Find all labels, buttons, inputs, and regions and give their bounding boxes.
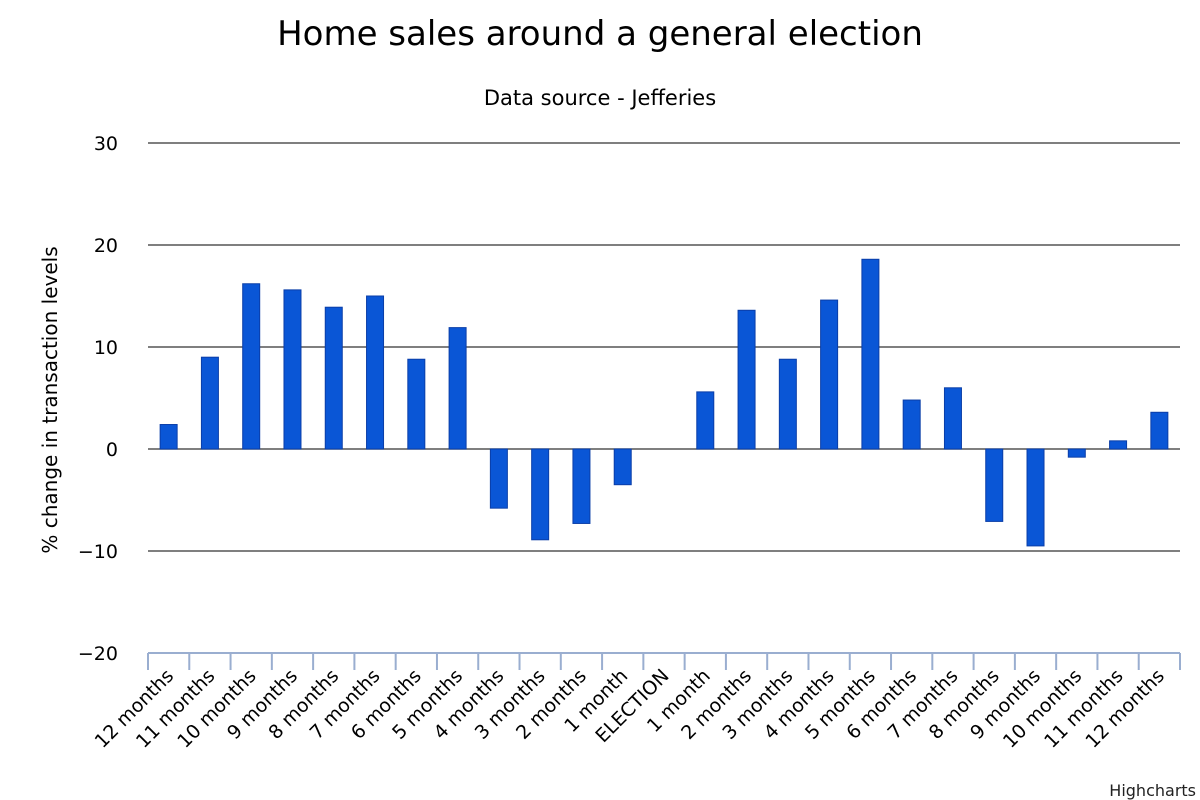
bar bbox=[820, 299, 839, 450]
bar bbox=[902, 399, 921, 450]
bar bbox=[737, 309, 756, 450]
bar bbox=[1026, 448, 1045, 547]
y-tick-label: 30 bbox=[94, 133, 118, 155]
bar bbox=[1109, 440, 1128, 450]
y-tick-label: −20 bbox=[78, 643, 118, 665]
y-tick-label: −10 bbox=[78, 541, 118, 563]
bar bbox=[943, 387, 962, 450]
bar bbox=[1067, 448, 1086, 458]
bar bbox=[861, 258, 880, 450]
bar bbox=[242, 283, 261, 450]
bar bbox=[778, 358, 797, 450]
y-axis-title: % change in transaction levels bbox=[38, 246, 62, 553]
y-tick-label: 0 bbox=[106, 439, 118, 461]
bar bbox=[366, 295, 385, 450]
bar bbox=[696, 391, 715, 450]
bar bbox=[200, 356, 219, 450]
chart-title: Home sales around a general election bbox=[277, 14, 923, 54]
highcharts-credit-link[interactable]: Highcharts bbox=[1109, 781, 1196, 800]
bar bbox=[531, 448, 550, 541]
bar bbox=[159, 424, 178, 450]
y-tick-label: 10 bbox=[94, 337, 118, 359]
y-tick-label: 20 bbox=[94, 235, 118, 257]
bar bbox=[613, 448, 632, 486]
bar bbox=[448, 327, 467, 450]
bar bbox=[407, 358, 426, 450]
bar bbox=[489, 448, 508, 509]
bar bbox=[572, 448, 591, 524]
bar bbox=[283, 289, 302, 450]
chart-subtitle: Data source - Jefferies bbox=[483, 86, 717, 110]
bar bbox=[324, 306, 343, 450]
bar bbox=[1150, 411, 1169, 450]
bar bbox=[985, 448, 1004, 522]
